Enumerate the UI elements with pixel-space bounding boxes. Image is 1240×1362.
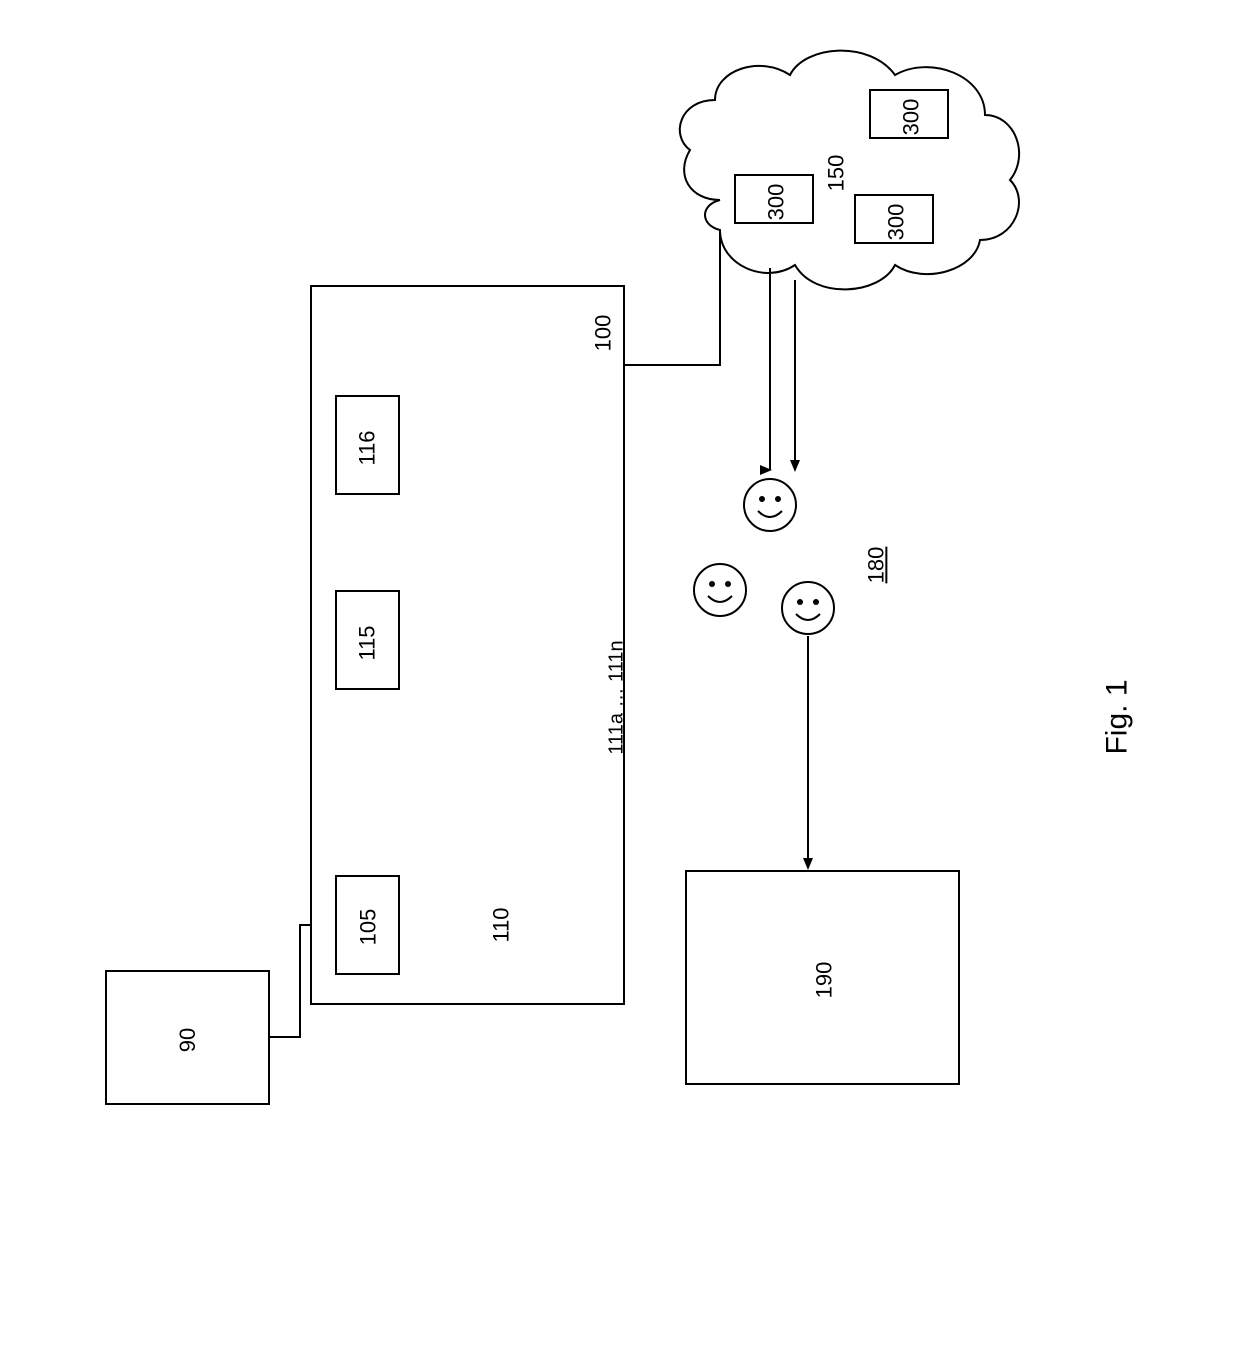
label-300c: 300 [898,99,924,136]
diagram-stage: { "type": "flowchart", "figure_label": "… [0,0,1240,1362]
label-300a: 300 [763,184,789,221]
label-150: 150 [823,155,849,192]
smiley-1 [744,479,796,531]
label-105: 105 [355,909,381,946]
label-100: 100 [590,315,616,352]
label-90: 90 [175,1028,201,1052]
label-111: 111a … 111n [606,640,629,754]
label-110: 110 [489,907,515,942]
label-300b: 300 [883,204,909,241]
smiley-2 [694,564,746,616]
label-116: 116 [355,430,381,465]
label-190: 190 [811,962,837,999]
conn-100-150 [625,205,720,365]
smiley-3 [782,582,834,634]
cloud-150 [680,51,1019,290]
label-180: 180 [863,547,889,584]
figure-label: Fig. 1 [1101,679,1135,754]
label-115: 115 [355,625,381,660]
